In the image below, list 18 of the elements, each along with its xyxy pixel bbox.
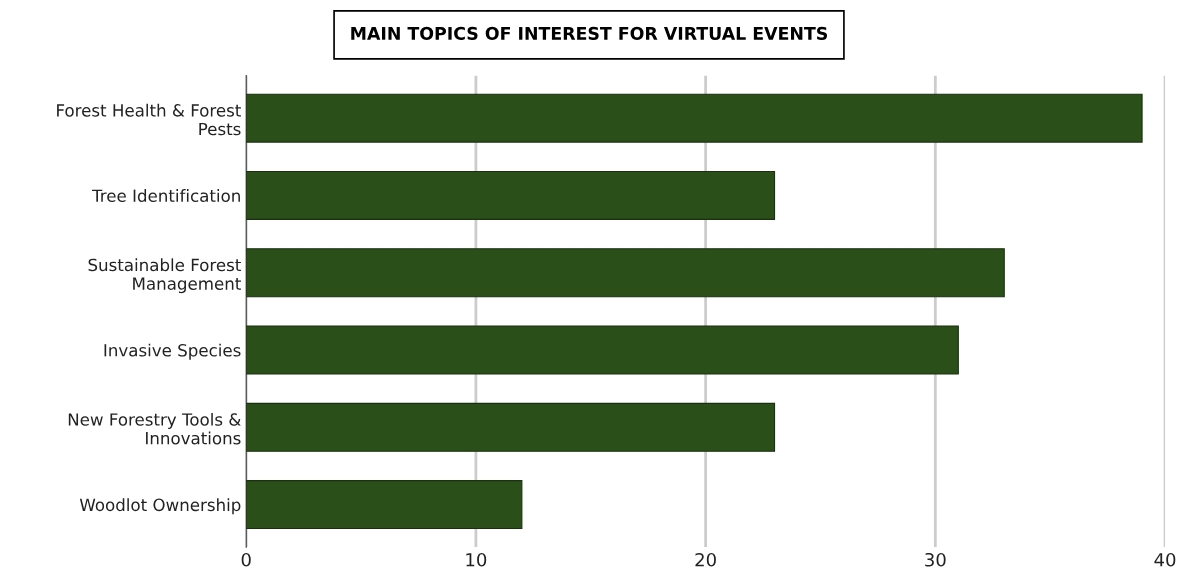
y-tick-label: New Forestry Tools & Innovations (68, 412, 241, 445)
bar (246, 402, 776, 452)
y-tick-label: Woodlot Ownership (79, 498, 241, 515)
y-tick-label: Sustainable Forest Management (88, 258, 241, 294)
x-tick-label: 10 (466, 552, 487, 567)
y-tick-label: Tree Identification (92, 189, 240, 203)
chart-title: MAIN TOPICS OF INTEREST FOR VIRTUAL EVENTS (351, 26, 828, 40)
bar (246, 170, 776, 220)
x-tick-label: 0 (241, 552, 251, 567)
bar (246, 93, 1143, 143)
bar (246, 325, 959, 375)
y-tick-label: Forest Health & Forest Pests (57, 103, 241, 136)
bar (246, 248, 1005, 298)
bar (246, 480, 523, 530)
x-tick-label: 40 (1154, 552, 1176, 567)
x-tick-label: 30 (925, 552, 946, 567)
y-tick-label: Invasive Species (104, 343, 241, 360)
x-tick-label: 20 (695, 552, 716, 567)
